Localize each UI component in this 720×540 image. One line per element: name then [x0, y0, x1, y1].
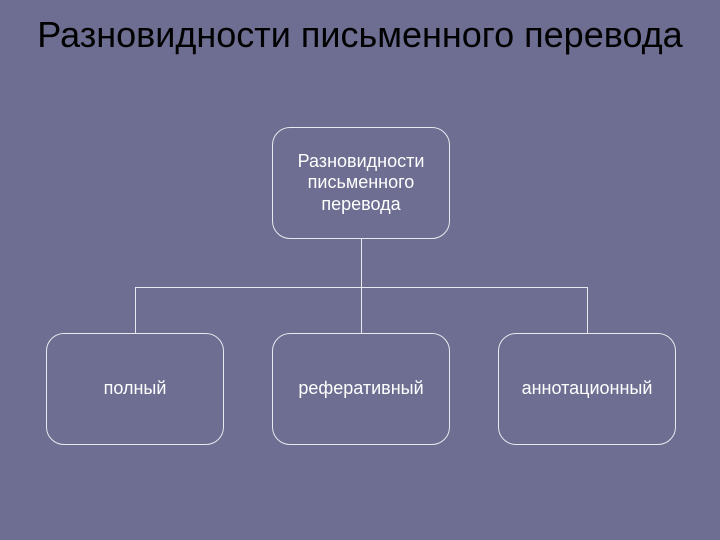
node-child-2: аннотационный — [498, 333, 676, 445]
title-text: Разновидности письменного перевода — [37, 14, 682, 55]
node-child-0-label: полный — [104, 378, 167, 400]
node-child-0: полный — [46, 333, 224, 445]
connector-drop-0 — [135, 287, 136, 333]
node-child-1: реферативный — [272, 333, 450, 445]
node-root: Разновидности письменного перевода — [272, 127, 450, 239]
connector-drop-1 — [361, 287, 362, 333]
slide: Разновидности письменного перевода Разно… — [0, 0, 720, 540]
connector-drop-2 — [587, 287, 588, 333]
connector-trunk — [361, 239, 362, 287]
node-child-1-label: реферативный — [298, 378, 423, 400]
slide-title: Разновидности письменного перевода — [0, 14, 720, 55]
node-root-label: Разновидности письменного перевода — [298, 151, 425, 216]
node-child-2-label: аннотационный — [522, 378, 653, 400]
